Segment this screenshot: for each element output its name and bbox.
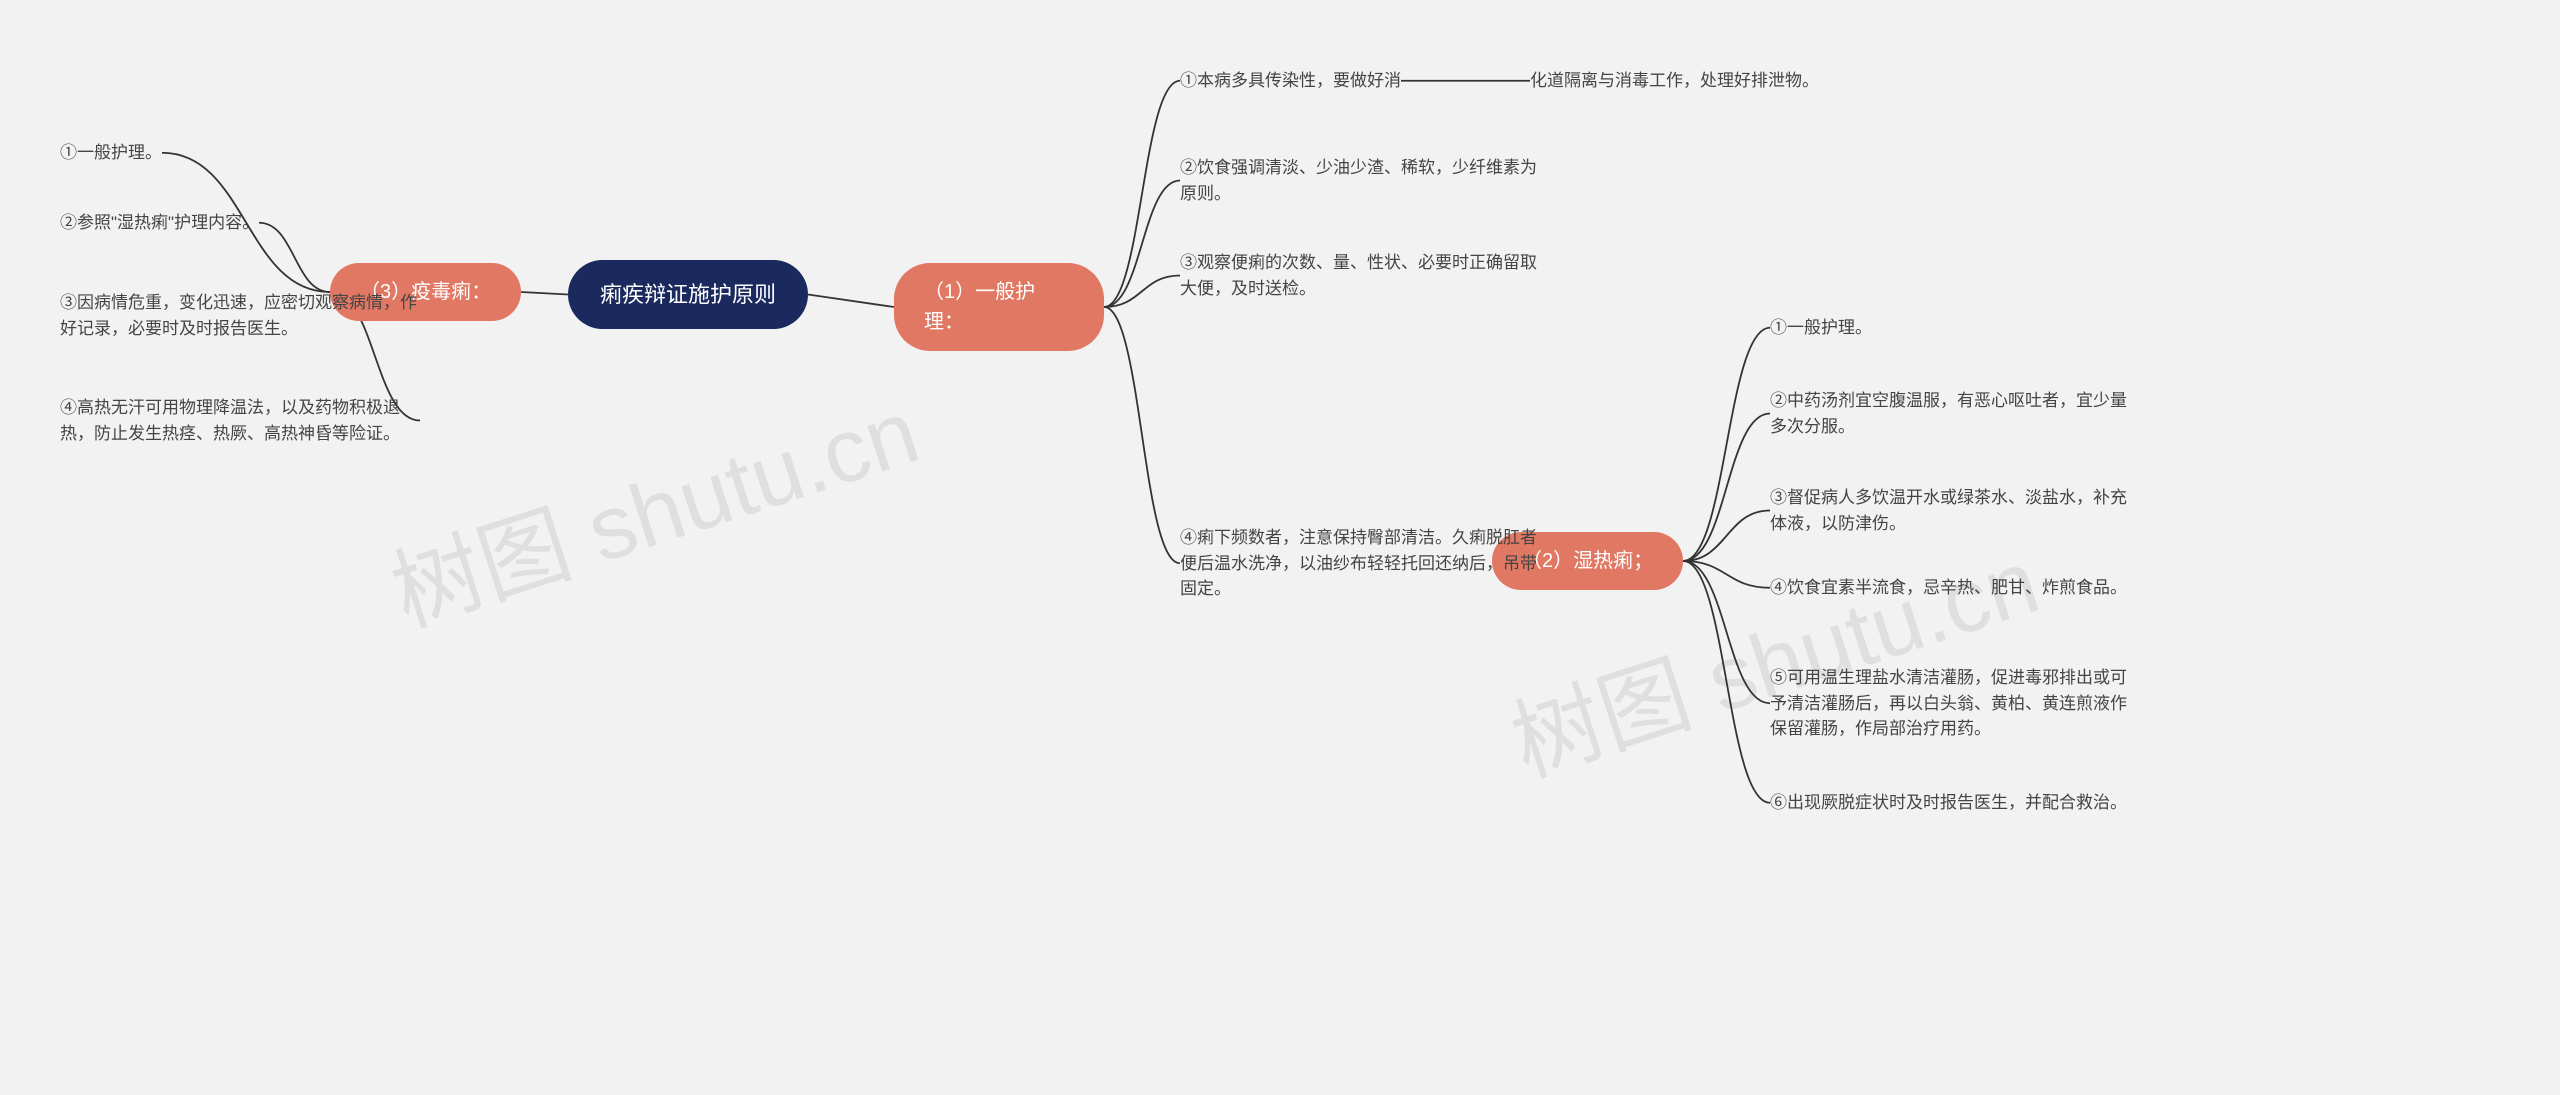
leaf-e2: ②参照"湿热痢"护理内容。 xyxy=(60,210,259,236)
leaf-g1b: 化道隔离与消毒工作，处理好排泄物。 xyxy=(1530,68,1819,94)
leaf-g4: ④痢下频数者，注意保持臀部清洁。久痢脱肛者便后温水洗净，以油纱布轻轻托回还纳后，… xyxy=(1180,525,1540,602)
leaf-d5: ⑤可用温生理盐水清洁灌肠，促进毒邪排出或可予清洁灌肠后，再以白头翁、黄柏、黄连煎… xyxy=(1770,665,2130,742)
leaf-d1: ①一般护理。 xyxy=(1770,315,1872,341)
leaf-d4: ④饮食宜素半流食，忌辛热、肥甘、炸煎食品。 xyxy=(1770,575,2127,601)
leaf-d2: ②中药汤剂宜空腹温服，有恶心呕吐者，宜少量多次分服。 xyxy=(1770,388,2130,439)
watermark: 树图 shutu.cn xyxy=(373,359,932,651)
leaf-d6: ⑥出现厥脱症状时及时报告医生，并配合救治。 xyxy=(1770,790,2127,816)
leaf-g1: ①本病多具传染性，要做好消 xyxy=(1180,68,1401,94)
root-node: 痢疾辩证施护原则 xyxy=(568,260,808,329)
leaf-e3: ③因病情危重，变化迅速，应密切观察病情，作好记录，必要时及时报告医生。 xyxy=(60,290,420,341)
leaf-g2: ②饮食强调清淡、少油少渣、稀软，少纤维素为原则。 xyxy=(1180,155,1540,206)
branch-general-care: （1）一般护理： xyxy=(894,263,1104,351)
leaf-g3: ③观察便痢的次数、量、性状、必要时正确留取大便，及时送检。 xyxy=(1180,250,1540,301)
leaf-d3: ③督促病人多饮温开水或绿茶水、淡盐水，补充体液，以防津伤。 xyxy=(1770,485,2130,536)
leaf-e1: ①一般护理。 xyxy=(60,140,162,166)
leaf-e4: ④高热无汗可用物理降温法，以及药物积极退热，防止发生热痉、热厥、高热神昏等险证。 xyxy=(60,395,420,446)
